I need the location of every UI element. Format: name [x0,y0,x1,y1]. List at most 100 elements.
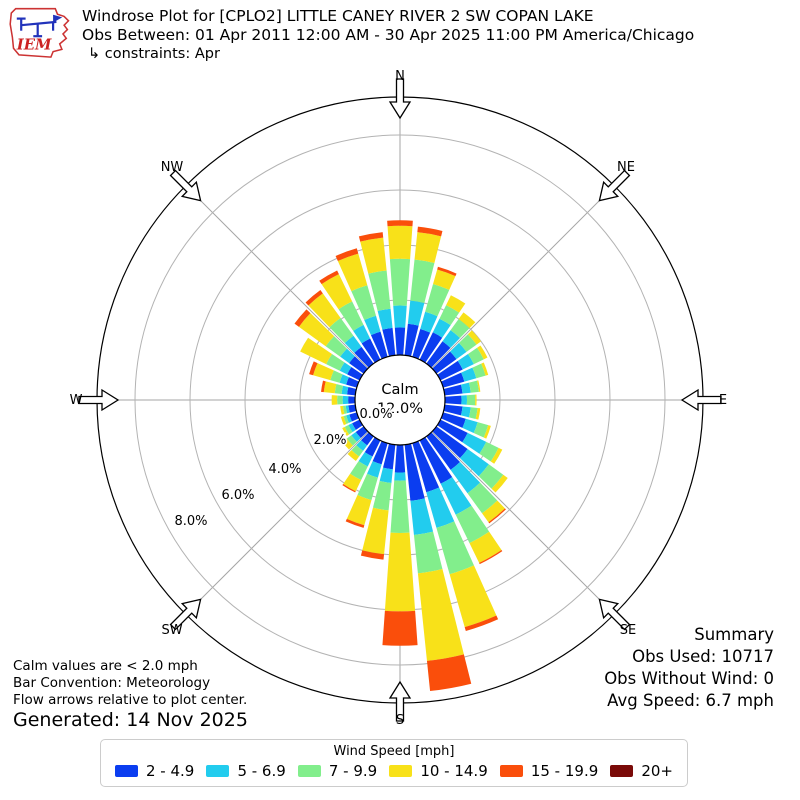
windrose-bar-segment [387,220,413,227]
windrose-bar-segment [414,232,442,264]
footnote-flow-arrows: Flow arrows relative to plot center. [13,692,248,708]
windrose-bar-segment [389,258,411,306]
flow-arrow-icon [598,598,631,631]
windrose-bar-segment [460,406,471,418]
windrose-bar-segment [351,432,361,442]
windrose-bar-segment [426,432,461,470]
windrose-bar-segment [444,395,462,405]
windrose-bar-segment [356,440,368,451]
windrose-bar-segment [417,226,443,237]
compass-label-s: S [396,713,404,728]
windrose-bar-segment [443,404,463,416]
windrose-bar-segment [361,432,374,446]
legend-swatch-icon [297,765,321,777]
windrose-bar-segment [382,610,418,646]
windrose-bar-segment [346,377,359,388]
windrose-bar-segment [432,351,457,374]
windrose-bar-segment [437,419,468,443]
windrose-bar-segment [298,313,335,347]
windrose-bar-segment [419,332,443,363]
windrose-bar-segment [358,232,384,242]
legend-items: 2 - 4.9 5 - 6.9 7 - 9.9 10 - 14.9 15 - 19.9 2… [101,759,687,780]
windrose-bar-segment [346,414,352,423]
compass-label-sw: SW [161,623,182,638]
legend-label: 5 - 6.9 [237,762,286,780]
windrose-bar-segment [490,447,503,464]
windrose-bar-segment [346,495,372,526]
ring-label: 8.0% [174,514,207,529]
legend-item-4: 15 - 19.9 [499,762,598,780]
windrose-bar-segment [394,327,406,356]
windrose-bar-segment [342,483,356,493]
windrose-bar-segment [483,425,491,439]
windrose-bar-segment [367,461,382,478]
windrose-bar-segment [337,253,368,292]
windrose-bar-segment [426,654,472,691]
windrose-bar-segment [475,408,481,420]
grid-spoke [431,185,615,369]
windrose-bar-segment [347,387,357,396]
windrose-bar-segment [393,305,407,328]
windrose-bar-segment [404,323,419,357]
windrose-bar-segment [407,300,425,326]
windrose-bar-segment [300,337,332,365]
windrose-bar-segment [383,443,396,470]
windrose-bar-segment [340,416,347,426]
windrose-bar-segment [394,472,406,481]
flow-arrow-icon [388,78,412,120]
windrose-bar-segment [419,437,453,484]
windrose-bar-segment [437,266,457,277]
plot-constraints: ↳ constraints: Apr [88,46,220,62]
windrose-bar-segment [455,505,490,544]
compass-label-w: W [70,393,83,408]
legend-swatch-icon [115,765,138,777]
windrose-bar-segment [479,549,503,565]
flow-arrow-icon [388,680,412,722]
windrose-bar-segment [467,330,482,345]
windrose-bar-segment [347,450,360,461]
windrose-bar-segment [459,448,489,477]
windrose-bar-segment [364,437,381,457]
windrose-bar-segment [368,270,391,312]
legend-item-5: 20+ [610,762,673,780]
legend-title: Wind Speed [mph] [333,744,455,759]
windrose-bar-segment [345,405,350,414]
flow-arrow-icon [169,598,202,631]
windrose-bar-segment [441,372,465,388]
windrose-bar-segment [379,467,393,484]
windrose-bar-segment [473,422,489,438]
windrose-bar-segment [372,480,392,511]
compass-label-ne: NE [617,160,635,175]
legend-item-1: 5 - 6.9 [206,762,286,780]
windrose-bar-segment [462,418,478,433]
windrose-bar-segment [348,423,356,433]
windrose-bar-segment [347,367,363,381]
legend-item-2: 7 - 9.9 [297,762,377,780]
footnote-calm: Calm values are < 2.0 mph [13,658,198,674]
legend-label: 2 - 4.9 [146,762,195,780]
windrose-bar-segment [479,441,499,462]
windrose-bar-segment [433,269,456,290]
compass-label-e: E [719,393,727,408]
windrose-bar-segment [432,318,451,338]
windrose-bar-segment [351,445,364,457]
windrose-bar-segment [360,550,385,560]
windrose-bar-segment [443,384,463,396]
windrose-bar-segment [309,361,318,376]
calm-circle [354,354,446,446]
windrose-bar-segment [460,382,471,394]
windrose-bar-segment [412,441,440,493]
windrose-bar-segment [468,380,479,393]
windrose-bar-segment [462,432,487,454]
windrose-bar-segment [387,225,413,260]
windrose-bar-segment [341,385,349,395]
plot-subtitle: Obs Between: 01 Apr 2011 12:00 AM - 30 A… [82,26,695,44]
windrose-bar-segment [340,405,345,415]
flow-arrow-icon [680,388,722,412]
windrose-bar-segment [326,353,345,371]
windrose-bar-segment [346,435,357,446]
windrose-bar-segment [339,374,349,385]
ring-label: 0.0% [359,407,392,422]
legend-swatch-icon [499,765,523,777]
grid-spoke [431,431,615,615]
